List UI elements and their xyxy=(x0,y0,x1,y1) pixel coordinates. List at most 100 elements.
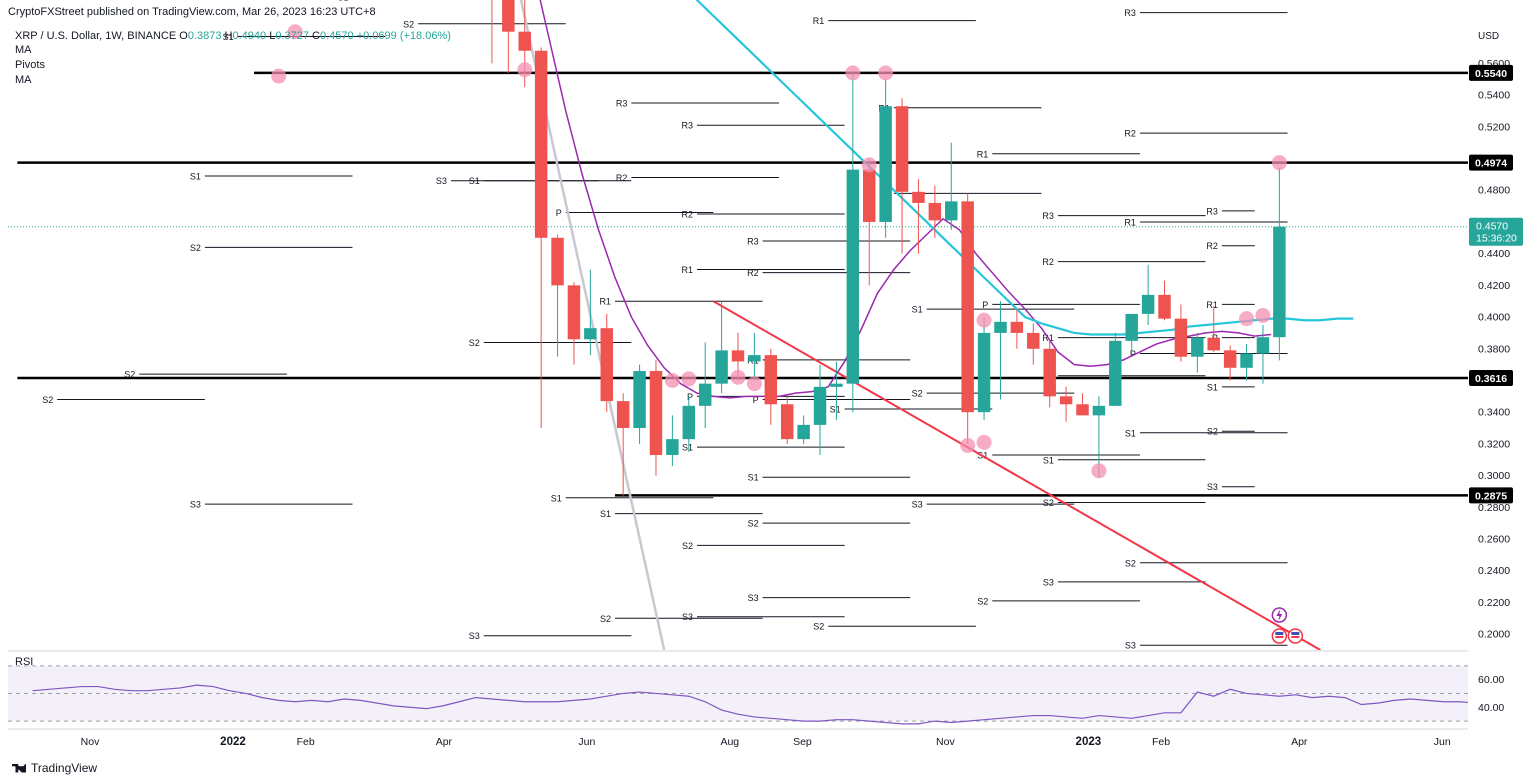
level-badge-label: 0.4974 xyxy=(1475,158,1507,170)
pivot-label: R2 xyxy=(681,210,693,220)
time-tick-label: Jun xyxy=(1434,736,1451,748)
flag-stripe-icon xyxy=(1275,632,1284,635)
pivot-label: S2 xyxy=(469,338,480,348)
touch-marker xyxy=(861,157,877,173)
time-tick-label: Nov xyxy=(81,736,100,748)
pivot-label: R2 xyxy=(1124,129,1136,139)
pivot-label: S1 xyxy=(1207,382,1218,392)
price-tick-label: 0.3800 xyxy=(1478,343,1510,355)
candle xyxy=(1240,344,1253,381)
countdown-label: 15:36:20 xyxy=(1476,233,1517,245)
pivot-label: R1 xyxy=(681,265,693,275)
current-price-label: 0.4570 xyxy=(1476,221,1508,233)
rsi-pane xyxy=(8,650,1468,722)
price-tick-label: 0.2800 xyxy=(1478,502,1510,514)
level-badge xyxy=(1469,64,1513,81)
candle xyxy=(748,332,761,381)
pivot-label: S1 xyxy=(600,509,611,519)
pivot-label: S2 xyxy=(1043,498,1054,508)
pivot-levels: S1 S1 S2 S2 S2 S3 S1 S2 S3 S1 S2 S3 P S1 S1 S2 R1 R2 R3 R1 R… xyxy=(42,0,1288,651)
pivot-label: S2 xyxy=(403,19,414,29)
ohlc-close-label: C xyxy=(312,30,320,42)
published-text: CryptoFXStreet published on TradingView.… xyxy=(8,6,376,18)
level-badge xyxy=(1469,369,1513,386)
lightning-glyph-icon xyxy=(1276,609,1283,621)
ohlc-open-label: O xyxy=(179,30,188,42)
candle xyxy=(600,313,613,413)
candle-body xyxy=(1125,313,1138,341)
pivot-label: P xyxy=(556,208,562,218)
markers xyxy=(271,24,1287,479)
candle-body xyxy=(698,383,712,406)
candle-body xyxy=(879,106,892,222)
candle xyxy=(1010,309,1024,349)
level-badge-label: 0.3616 xyxy=(1475,373,1507,385)
time-tick-label: Apr xyxy=(1291,736,1308,748)
ohlc-open: 0.3873 xyxy=(187,30,222,42)
pivot-label: R1 xyxy=(1124,217,1136,227)
candle-body xyxy=(977,332,991,413)
price-tick-label: 0.3400 xyxy=(1478,407,1510,419)
pivot-label: R2 xyxy=(1042,257,1054,267)
pivot-label: S2 xyxy=(190,243,201,253)
candle xyxy=(813,364,827,455)
indicator-ma-1[interactable]: MA xyxy=(15,44,32,56)
candle-body xyxy=(633,370,646,429)
price-tick-label: 0.4400 xyxy=(1478,248,1510,260)
candle xyxy=(830,361,843,421)
pivot-label: R3 xyxy=(616,99,628,109)
pivot-label: P xyxy=(753,395,759,405)
pivot-label: S2 xyxy=(1207,427,1218,437)
candle-body xyxy=(1076,404,1089,416)
candle-body xyxy=(863,169,876,222)
candle xyxy=(797,415,810,444)
pivot-label: S1 xyxy=(748,473,759,483)
indicator-ma-2[interactable]: MA xyxy=(15,74,32,86)
pivot-label: S3 xyxy=(748,593,759,603)
time-tick-label: Aug xyxy=(720,736,739,748)
pivot-label: R3 xyxy=(1124,8,1136,18)
level-badge-label: 0.2875 xyxy=(1475,490,1507,502)
candle-body xyxy=(846,169,860,384)
pivot-label: S3 xyxy=(682,612,693,622)
pivot-label: S3 xyxy=(1043,577,1054,587)
level-badge xyxy=(1469,154,1513,171)
candle-body xyxy=(961,201,974,413)
pivot-label: S2 xyxy=(748,519,759,529)
price-tick-label: 0.2000 xyxy=(1478,629,1510,641)
indicator-pivots[interactable]: Pivots xyxy=(15,59,45,71)
candle-body xyxy=(1010,321,1024,333)
ohlc-low: 0.3727 xyxy=(275,30,309,42)
pivot-label: S3 xyxy=(1125,641,1136,651)
time-tick-label: Sep xyxy=(793,736,812,748)
pivot-label: S3 xyxy=(436,176,447,186)
event-icons[interactable] xyxy=(1271,607,1304,644)
pivot-label: R1 xyxy=(1206,300,1218,310)
pivot-label: S1 xyxy=(469,176,480,186)
candle xyxy=(1207,305,1220,352)
horizontal-levels xyxy=(8,71,1468,497)
candle xyxy=(1125,313,1138,354)
candle xyxy=(666,415,679,467)
time-axis: Nov 2022 Feb Apr Jun Aug Sep Nov 2023 Feb Apr Jun xyxy=(8,728,1468,748)
rsi-label[interactable]: RSI xyxy=(15,656,34,668)
touch-marker xyxy=(1271,155,1287,171)
candle xyxy=(1256,325,1270,384)
price-tick-label: 0.4000 xyxy=(1478,312,1510,324)
pivot-label: S3 xyxy=(190,500,201,510)
pivot-label: S1 xyxy=(551,493,562,503)
current-price-badge xyxy=(1469,217,1523,246)
pivot-label: S2 xyxy=(124,370,135,380)
candle-body xyxy=(1109,340,1122,406)
price-tick-label: 0.2200 xyxy=(1478,597,1510,609)
pivot-label: S1 xyxy=(190,171,201,181)
candle-body xyxy=(600,328,613,402)
candle-body xyxy=(649,370,663,455)
pivot-label: S1 xyxy=(830,405,841,415)
candle-body xyxy=(748,355,761,362)
ohlc-low-label: L xyxy=(269,30,276,42)
touch-marker xyxy=(1255,307,1271,323)
candle xyxy=(567,282,581,365)
candle-body xyxy=(1191,337,1204,357)
